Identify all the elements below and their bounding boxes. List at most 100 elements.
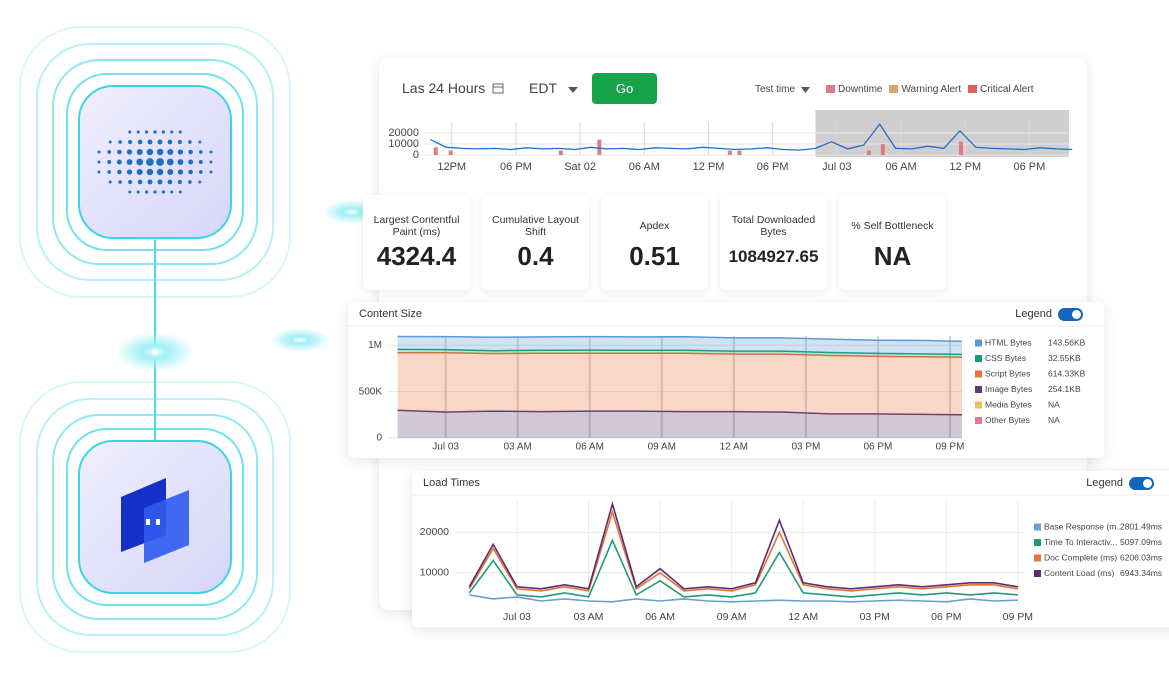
- kpi-value: NA: [873, 241, 912, 271]
- logo-dot: [97, 150, 101, 154]
- x-tick-label: 03 AM: [574, 611, 604, 623]
- downtime-bar: [880, 144, 885, 155]
- logo-dot: [116, 159, 122, 165]
- timezone-select[interactable]: EDT: [529, 80, 557, 96]
- y-tick-label: 20000: [388, 127, 419, 139]
- logo-dot: [118, 140, 122, 144]
- legend-item: Downtime: [826, 84, 882, 95]
- kpi-value: 0.51: [629, 241, 680, 271]
- legend-swatch: [1034, 539, 1041, 546]
- legend-label: HTML Bytes: [985, 337, 1031, 347]
- logo-dot: [117, 169, 122, 175]
- legend-value: 6943.34ms: [1120, 568, 1162, 578]
- x-tick-label: 12 PM: [949, 161, 981, 173]
- line: [468, 538, 1018, 598]
- legend-swatch: [1034, 570, 1041, 577]
- logo-dot: [107, 150, 112, 154]
- legend-label: Image Bytes: [985, 384, 1032, 394]
- legend-label: Warning Alert: [901, 84, 962, 95]
- legend-swatch: [975, 401, 982, 409]
- legend-item: Critical Alert: [968, 84, 1033, 95]
- logo-dot: [188, 140, 192, 144]
- logo-dot: [156, 168, 164, 176]
- x-tick-label: 09 PM: [1003, 611, 1033, 623]
- kpi-card: Apdex 0.51: [601, 195, 708, 290]
- logo-dot: [147, 179, 153, 185]
- glow: [270, 328, 330, 352]
- logo-dot: [144, 130, 149, 134]
- area: [397, 410, 963, 438]
- logo-dot: [198, 140, 202, 144]
- legend-label: Downtime: [838, 84, 883, 95]
- legend-label: Base Response (m..: [1044, 521, 1121, 531]
- logo-dot: [198, 150, 203, 154]
- legend-swatch: [975, 386, 982, 393]
- range-select[interactable]: Las 24 Hours: [402, 80, 486, 96]
- logo-dot: [167, 168, 174, 176]
- kpi-label: Apdex: [639, 220, 670, 232]
- legend-value: 2801.49ms: [1120, 521, 1162, 531]
- x-tick-label: 06 AM: [576, 442, 604, 453]
- logo-eye: [156, 519, 160, 525]
- kpi-card: Total Downloaded Bytes 1084927.65: [720, 195, 827, 290]
- logo-dot: [156, 148, 164, 156]
- area-edge: [397, 348, 963, 356]
- logo-dot: [126, 169, 133, 175]
- y-tick-label: 0: [376, 433, 382, 444]
- x-tick-label: 03 PM: [860, 611, 890, 623]
- x-tick-label: 06 AM: [645, 611, 675, 623]
- downtime-bar: [737, 150, 742, 155]
- logo-dot: [198, 170, 203, 174]
- logo-dot: [198, 160, 203, 164]
- logo-dot: [137, 139, 143, 145]
- logo-dot: [108, 180, 112, 184]
- test-time-select[interactable]: Test time: [755, 84, 796, 95]
- go-button[interactable]: Go: [592, 73, 657, 104]
- y-tick-label: 10000: [388, 138, 419, 150]
- y-tick-label: 10000: [420, 566, 449, 578]
- legend-value: 143.56KB: [1048, 337, 1086, 347]
- kpi-card: Cumulative Layout Shift 0.4: [482, 195, 589, 290]
- kpi-card: % Self Bottleneck NA: [839, 195, 946, 290]
- downtime-bar: [558, 150, 563, 155]
- y-tick-label: 0: [413, 149, 419, 161]
- toggle-knob: [1143, 479, 1152, 488]
- x-tick-label: Jul 03: [822, 161, 851, 173]
- logo-dot: [157, 179, 163, 185]
- kpi-value: 4324.4: [376, 241, 457, 271]
- logo-dot: [136, 148, 143, 156]
- logo-dot: [177, 169, 184, 175]
- y-tick-label: 1M: [368, 340, 382, 351]
- legend-swatch: [975, 370, 982, 378]
- calendar-icon[interactable]: [492, 82, 504, 94]
- legend-swatch: [975, 355, 982, 362]
- logo-dot: [136, 168, 143, 176]
- logo-dot: [118, 180, 122, 184]
- logo-dot: [167, 139, 173, 145]
- logo-dot: [177, 149, 184, 155]
- legend-value: 6206.03ms: [1120, 552, 1162, 562]
- kpi-label: Total Downloaded Bytes: [731, 214, 816, 238]
- area: [397, 336, 963, 355]
- logo-shape: [144, 490, 189, 563]
- legend-swatch: [889, 85, 899, 93]
- logo-dot: [146, 168, 154, 176]
- legend-toggle-label: Legend: [1015, 308, 1052, 320]
- legend-value: 5097.09ms: [1120, 537, 1162, 547]
- kpi-card: Largest Contentful Paint (ms) 4324.4: [363, 195, 470, 290]
- legend-label: Script Bytes: [985, 368, 1030, 378]
- kpi-label: % Self Bottleneck: [851, 220, 934, 232]
- logo-dot: [128, 190, 132, 194]
- legend-swatch: [975, 339, 982, 347]
- logo-dot: [128, 179, 133, 185]
- logo-dot: [161, 190, 166, 194]
- caret: [801, 87, 810, 93]
- kpi-label: Largest Contentful Paint (ms): [373, 214, 460, 238]
- x-tick-label: 06 AM: [885, 161, 916, 173]
- legend-label: Time To Interactiv...: [1044, 537, 1117, 547]
- area-edge: [397, 351, 963, 359]
- logo-tile: [78, 85, 232, 239]
